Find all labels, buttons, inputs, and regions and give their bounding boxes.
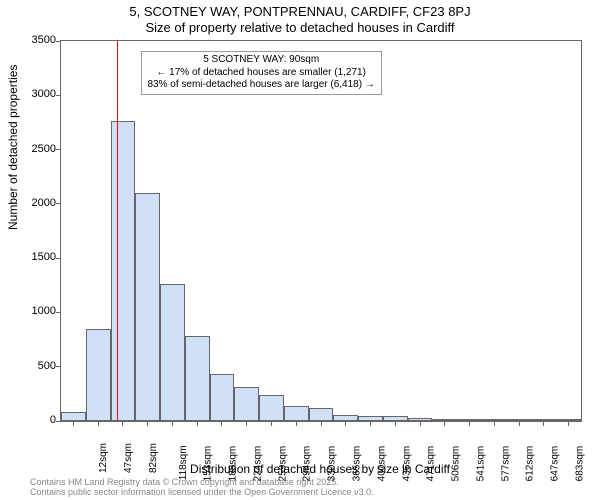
ytick-label: 0 bbox=[16, 414, 56, 426]
ytick-label: 3000 bbox=[16, 88, 56, 100]
xtick-label: 577sqm bbox=[500, 446, 511, 482]
histogram-bar bbox=[259, 395, 284, 421]
xtick-label: 12sqm bbox=[98, 443, 109, 473]
histogram-bar bbox=[135, 193, 160, 421]
ytick-label: 500 bbox=[16, 360, 56, 372]
chart-title-line1: 5, SCOTNEY WAY, PONTPRENNAU, CARDIFF, CF… bbox=[0, 4, 600, 19]
xtick-mark bbox=[246, 421, 247, 426]
xtick-mark bbox=[519, 421, 520, 426]
ytick-label: 1000 bbox=[16, 305, 56, 317]
histogram-bar bbox=[86, 329, 111, 421]
xtick-mark bbox=[345, 421, 346, 426]
xtick-label: 47sqm bbox=[123, 443, 134, 473]
histogram-bar bbox=[210, 374, 235, 421]
xtick-label: 153sqm bbox=[203, 446, 214, 482]
xtick-label: 118sqm bbox=[178, 445, 189, 480]
xtick-label: 188sqm bbox=[228, 446, 239, 482]
ytick-mark bbox=[56, 203, 61, 204]
property-marker-line bbox=[117, 41, 118, 421]
chart-title-line2: Size of property relative to detached ho… bbox=[0, 20, 600, 35]
histogram-bar bbox=[111, 121, 136, 421]
ytick-mark bbox=[56, 41, 61, 42]
xtick-mark bbox=[122, 421, 123, 426]
annotation-line2: ← 17% of detached houses are smaller (1,… bbox=[148, 67, 375, 80]
histogram-bar bbox=[284, 406, 309, 421]
ytick-label: 2500 bbox=[16, 143, 56, 155]
xtick-mark bbox=[271, 421, 272, 426]
ytick-mark bbox=[56, 258, 61, 259]
ytick-label: 3500 bbox=[16, 34, 56, 46]
ytick-mark bbox=[56, 149, 61, 150]
plot-area: 5 SCOTNEY WAY: 90sqm← 17% of detached ho… bbox=[60, 40, 582, 422]
histogram-bar bbox=[309, 408, 334, 421]
annotation-line1: 5 SCOTNEY WAY: 90sqm bbox=[148, 54, 375, 67]
xtick-label: 365sqm bbox=[352, 446, 363, 482]
xtick-label: 612sqm bbox=[525, 446, 536, 482]
xtick-label: 647sqm bbox=[550, 446, 561, 482]
histogram-bar bbox=[234, 387, 259, 421]
xtick-mark bbox=[568, 421, 569, 426]
ytick-mark bbox=[56, 366, 61, 367]
ytick-label: 2000 bbox=[16, 197, 56, 209]
histogram-bar bbox=[160, 284, 185, 421]
xtick-mark bbox=[543, 421, 544, 426]
xtick-mark bbox=[221, 421, 222, 426]
ytick-label: 1500 bbox=[16, 251, 56, 263]
xtick-mark bbox=[147, 421, 148, 426]
xtick-label: 330sqm bbox=[327, 446, 338, 482]
histogram-bar bbox=[185, 336, 210, 421]
xtick-mark bbox=[370, 421, 371, 426]
xtick-label: 294sqm bbox=[302, 446, 313, 482]
annotation-box: 5 SCOTNEY WAY: 90sqm← 17% of detached ho… bbox=[141, 51, 382, 95]
xtick-mark bbox=[469, 421, 470, 426]
xtick-mark bbox=[444, 421, 445, 426]
xtick-mark bbox=[98, 421, 99, 426]
credits-line2: Contains public sector information licen… bbox=[30, 488, 374, 498]
xtick-label: 541sqm bbox=[475, 446, 486, 482]
ytick-mark bbox=[56, 95, 61, 96]
xtick-label: 224sqm bbox=[253, 446, 264, 482]
xtick-mark bbox=[321, 421, 322, 426]
histogram-bar bbox=[61, 412, 86, 421]
xtick-mark bbox=[172, 421, 173, 426]
xtick-mark bbox=[494, 421, 495, 426]
xtick-mark bbox=[395, 421, 396, 426]
xtick-mark bbox=[197, 421, 198, 426]
ytick-mark bbox=[56, 312, 61, 313]
xtick-label: 436sqm bbox=[401, 446, 412, 482]
xtick-mark bbox=[296, 421, 297, 426]
xtick-label: 82sqm bbox=[148, 443, 159, 473]
xtick-label: 400sqm bbox=[376, 446, 387, 482]
xtick-label: 506sqm bbox=[451, 446, 462, 482]
xtick-label: 683sqm bbox=[574, 446, 585, 482]
xtick-mark bbox=[73, 421, 74, 426]
xtick-label: 471sqm bbox=[426, 446, 437, 482]
annotation-line3: 83% of semi-detached houses are larger (… bbox=[148, 79, 375, 92]
xtick-label: 259sqm bbox=[277, 446, 288, 482]
xtick-mark bbox=[420, 421, 421, 426]
